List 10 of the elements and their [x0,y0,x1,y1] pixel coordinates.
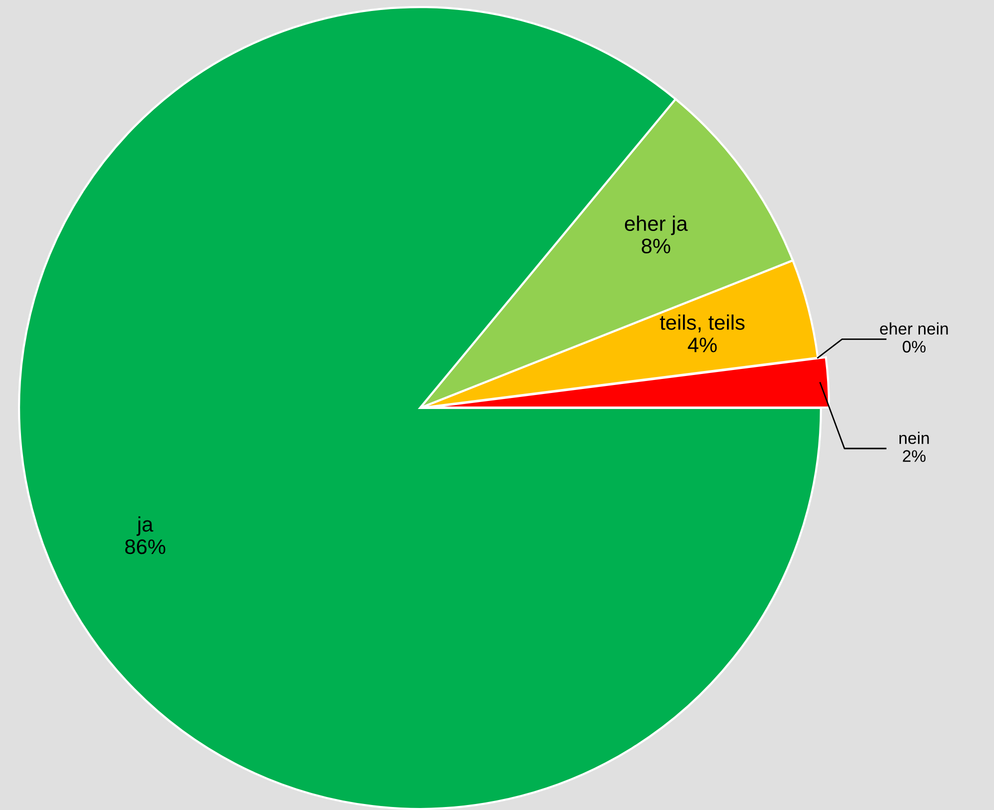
slice-label: ja [136,516,154,536]
category-label: eher nein [880,322,948,335]
data-label: 2% [902,450,926,462]
data-label: 8% [642,238,670,254]
data-label: 86% [125,539,166,554]
slice-label: teils, teils [660,314,745,332]
data-label: 4% [688,338,717,352]
text: 0% [902,340,926,353]
slice-label: nein [899,432,929,444]
slice-label: eher ja [624,216,688,236]
